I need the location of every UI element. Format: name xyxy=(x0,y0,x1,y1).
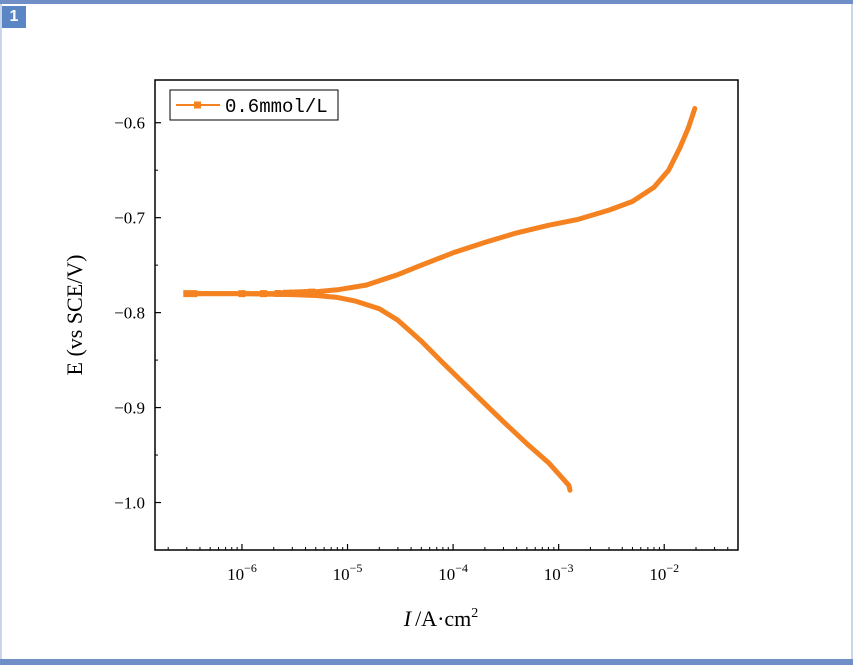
data-point-marker xyxy=(274,290,282,298)
data-point-marker xyxy=(294,289,302,297)
series-line-cathodic xyxy=(184,291,573,493)
x-tick-base: 10 xyxy=(438,565,455,584)
legend-marker-sample xyxy=(194,101,201,109)
x-tick-label: 10−4 xyxy=(438,561,468,584)
data-point-marker xyxy=(238,290,246,298)
x-tick-label: 10−5 xyxy=(333,561,363,584)
y-tick-label: −0.8 xyxy=(114,304,145,323)
x-tick-exponent: −2 xyxy=(666,561,679,575)
x-tick-exponent: −6 xyxy=(244,561,257,575)
series-markers xyxy=(183,288,316,298)
data-point-marker xyxy=(288,289,296,297)
legend: 0.6mmol/L xyxy=(169,89,339,121)
figure-number-badge: 1 xyxy=(2,6,26,28)
data-point-marker xyxy=(260,290,268,298)
x-tick-label: 10−2 xyxy=(649,561,679,584)
series-lines xyxy=(184,106,698,493)
y-tick-label: −0.9 xyxy=(114,399,145,418)
x-tick-exponent: −3 xyxy=(561,561,574,575)
data-point-marker xyxy=(308,288,316,296)
plot-area-frame xyxy=(154,79,739,551)
window-bottom-border xyxy=(0,659,853,665)
x-tick-base: 10 xyxy=(227,565,244,584)
x-axis-label-exponent: 2 xyxy=(471,606,478,621)
y-tick-label: −0.7 xyxy=(114,209,145,228)
y-tick-label: −1.0 xyxy=(114,494,145,513)
y-axis-ticks: −0.6 −0.7 −0.8 −0.9 −1.0 xyxy=(114,114,161,513)
x-tick-exponent: −4 xyxy=(455,561,468,575)
x-tick-exponent: −5 xyxy=(350,561,363,575)
x-axis-label-symbol: I xyxy=(403,606,413,631)
window-top-border xyxy=(0,0,853,4)
series-line-anodic xyxy=(184,106,698,297)
x-tick-base: 10 xyxy=(649,565,666,584)
window-left-border xyxy=(0,4,2,659)
x-tick-label: 10−3 xyxy=(544,561,574,584)
x-axis-label: I/A·cm2 xyxy=(403,606,479,631)
window-right-border xyxy=(851,4,853,659)
x-axis-ticks: 10−6 10−5 10−4 10−3 10−2 xyxy=(167,544,729,584)
data-point-marker xyxy=(304,288,312,296)
data-point-marker xyxy=(282,289,290,297)
legend-series-label: 0.6mmol/L xyxy=(225,96,328,118)
y-tick-label: −0.6 xyxy=(114,114,145,133)
x-axis-label-units: /A·cm xyxy=(415,606,471,631)
x-tick-base: 10 xyxy=(544,565,561,584)
x-tick-base: 10 xyxy=(333,565,350,584)
data-point-marker xyxy=(190,290,198,298)
y-axis-label: E (vs SCE/V) xyxy=(62,255,87,376)
x-tick-label: 10−6 xyxy=(227,561,257,584)
data-point-marker xyxy=(299,289,307,297)
data-point-marker xyxy=(183,290,191,298)
